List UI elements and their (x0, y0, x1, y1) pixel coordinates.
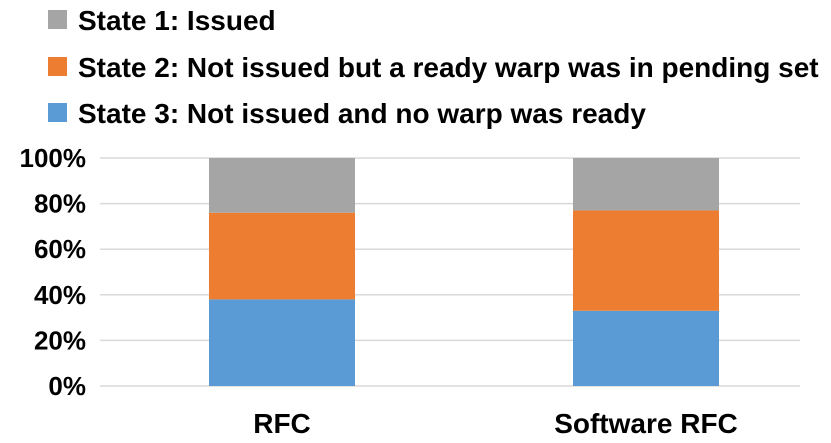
legend-label: State 1: Issued (78, 5, 276, 36)
bar-segment-state-2 (209, 212, 355, 300)
legend-swatch (48, 57, 67, 76)
legend-item-2: State 2: Not issued but a ready warp was… (48, 52, 819, 83)
bar-segment-state-2 (573, 210, 719, 311)
legend-swatch (48, 10, 67, 29)
y-tick-label: 20% (34, 325, 86, 355)
y-tick-label: 80% (34, 189, 86, 219)
legend-swatch (48, 103, 67, 122)
legend: State 1: Issued State 2: Not issued but a… (48, 5, 819, 129)
x-axis: RFC Software RFC (253, 408, 738, 439)
x-category-label: Software RFC (554, 408, 738, 439)
legend-label: State 3: Not issued and no warp was read… (78, 98, 646, 129)
bar-stack-software-rfc (573, 158, 719, 386)
y-tick-label: 100% (20, 143, 87, 173)
y-tick-label: 40% (34, 280, 86, 310)
legend-label: State 2: Not issued but a ready warp was… (78, 52, 819, 83)
legend-item-3: State 3: Not issued and no warp was read… (48, 98, 646, 129)
bar-segment-state-3 (209, 299, 355, 386)
y-tick-label: 60% (34, 234, 86, 264)
bar-segment-state-1 (573, 158, 719, 211)
y-tick-label: 0% (48, 371, 86, 401)
y-axis: 0% 20% 40% 60% 80% 100% (20, 143, 87, 401)
bar-segment-state-1 (209, 158, 355, 213)
legend-item-1: State 1: Issued (48, 5, 276, 36)
bars (209, 158, 719, 386)
bar-segment-state-3 (573, 310, 719, 386)
bar-stack-rfc (209, 158, 355, 386)
x-category-label: RFC (253, 408, 311, 439)
